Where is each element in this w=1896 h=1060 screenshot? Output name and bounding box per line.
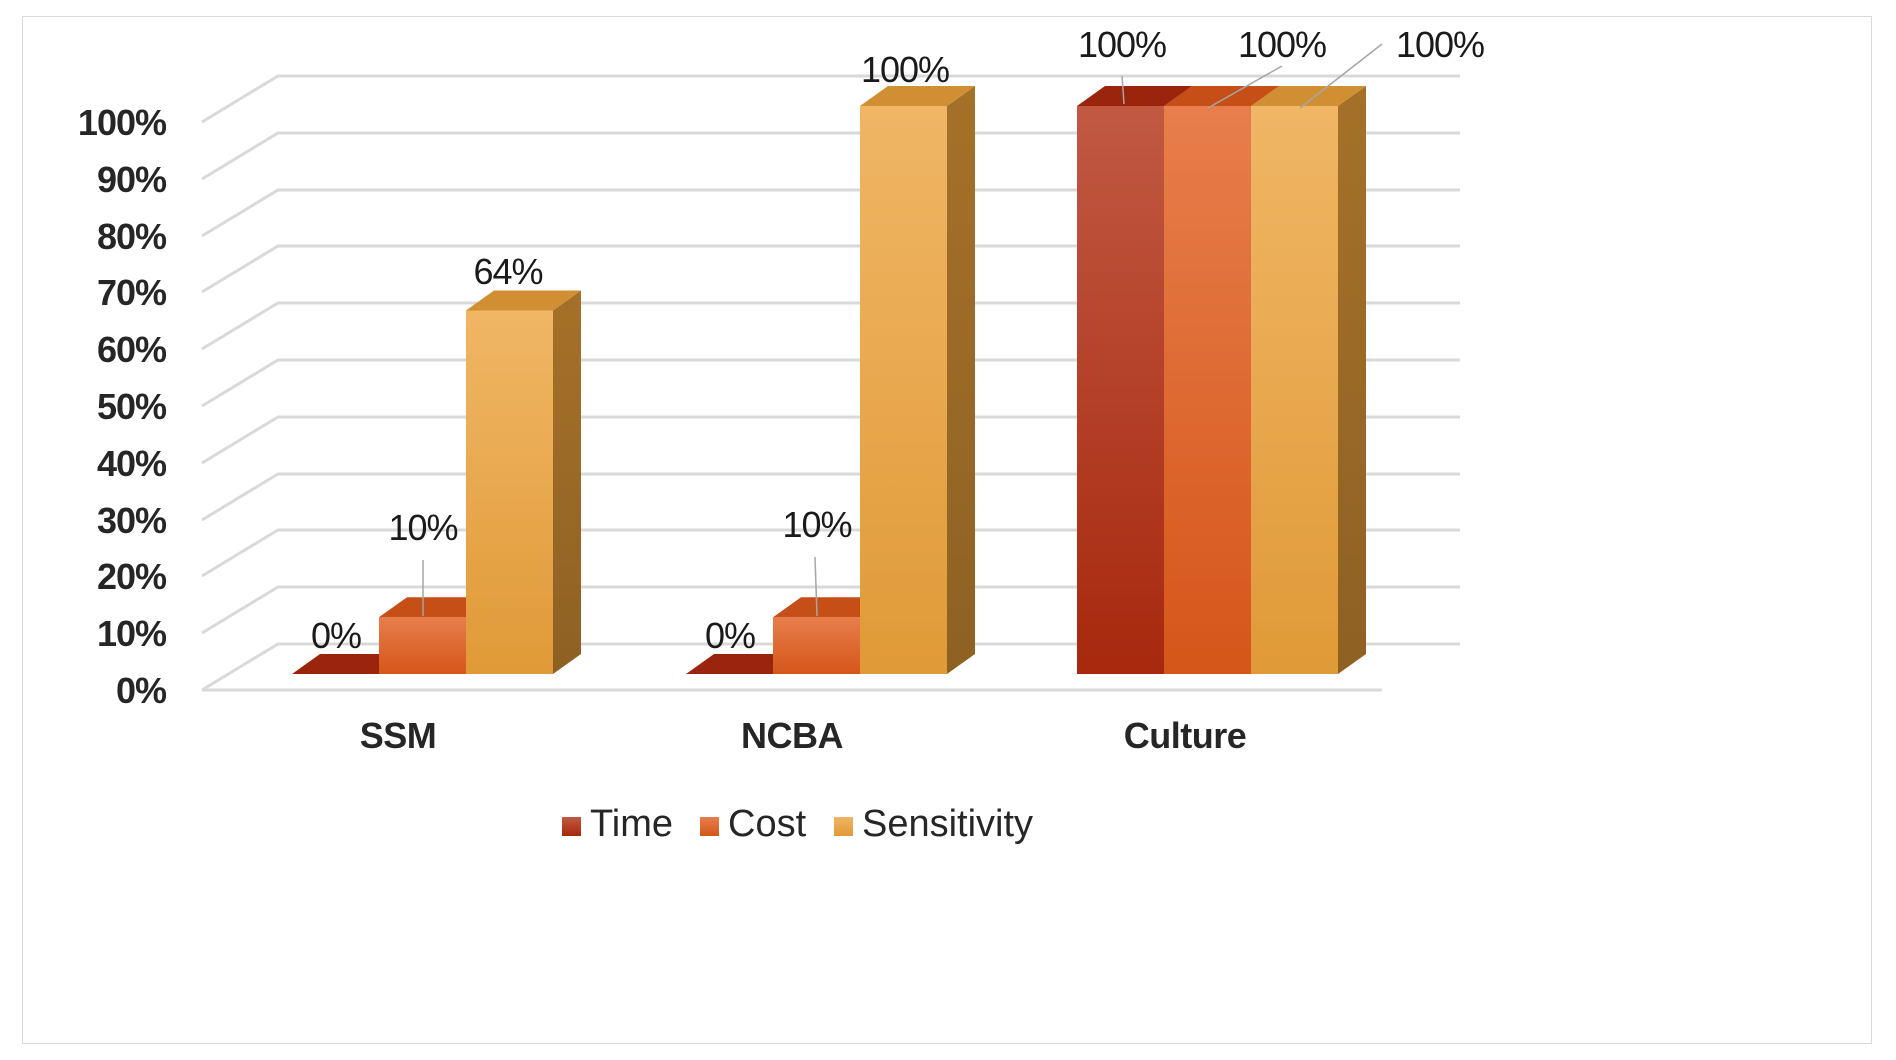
bars (292, 86, 1366, 674)
legend-label: Sensitivity (862, 803, 1033, 845)
gridlines (201, 74, 1460, 692)
gridline-90- (201, 131, 1460, 181)
legend-item-sensitivity: Sensitivity (834, 803, 1033, 845)
data-labels: 0% 10% 64% 0% 10% 100% 100% 100% 100% (311, 24, 1485, 656)
data-label-ssm-sensitivity: 64% (473, 251, 542, 292)
legend-label: Cost (728, 803, 807, 845)
data-label-ssm-time: 0% (311, 615, 361, 656)
category-label-culture: Culture (1124, 715, 1247, 756)
legend-swatch (834, 817, 853, 836)
bar-ssm-sensitivity (466, 290, 581, 674)
legend-swatch (700, 817, 719, 836)
legend-swatch (562, 817, 581, 836)
y-tick-label: 50% (97, 386, 167, 427)
leader-line (1207, 65, 1283, 109)
gridline-50- (201, 358, 1460, 408)
category-label-ncba: NCBA (741, 715, 843, 756)
y-tick-label: 30% (97, 500, 167, 541)
data-label-culture-time: 100% (1078, 24, 1166, 65)
data-label-culture-cost: 100% (1238, 24, 1326, 65)
y-tick-label: 0% (116, 670, 167, 711)
gridline-100- (201, 74, 1460, 124)
data-label-ssm-cost: 10% (388, 507, 457, 548)
bar-ncba-sensitivity (860, 86, 975, 674)
legend-label: Time (590, 803, 673, 845)
y-tick-label: 90% (97, 159, 167, 200)
y-tick-label: 60% (97, 329, 167, 370)
gridline-20- (201, 528, 1460, 578)
gridline-0- (201, 642, 1460, 692)
category-label-ssm: SSM (360, 715, 437, 756)
y-tick-label: 20% (97, 556, 167, 597)
y-tick-label: 70% (97, 272, 167, 313)
x-axis-categories: SSM NCBA Culture (360, 715, 1247, 756)
y-tick-label: 80% (97, 216, 167, 257)
leader-line (1299, 43, 1383, 109)
legend-item-cost: Cost (700, 803, 807, 845)
y-tick-label: 40% (97, 443, 167, 484)
gridline-30- (201, 472, 1460, 522)
gridline-60- (201, 301, 1460, 351)
leader-line (814, 556, 818, 617)
data-label-ncba-time: 0% (705, 615, 755, 656)
data-label-ncba-cost: 10% (782, 504, 851, 545)
data-label-culture-sensitivity: 100% (1396, 24, 1484, 65)
bar-ssm-time (292, 654, 407, 674)
gridline-70- (201, 244, 1460, 294)
gridline-80- (201, 188, 1460, 238)
y-tick-label: 100% (78, 102, 167, 143)
gridline-10- (201, 585, 1460, 635)
bar-ncba-time (686, 654, 801, 674)
bar-culture-sensitivity (1251, 86, 1366, 674)
data-label-ncba-sensitivity: 100% (861, 49, 949, 90)
legend: Time Cost Sensitivity (562, 803, 1033, 845)
y-tick-label: 10% (97, 613, 167, 654)
leader-line (1121, 75, 1125, 105)
y-axis-ticks: 0% 10% 20% 30% 40% 50% 60% 70% 80% 90% 100% (78, 102, 168, 711)
legend-item-time: Time (562, 803, 673, 845)
gridline-40- (201, 415, 1460, 465)
